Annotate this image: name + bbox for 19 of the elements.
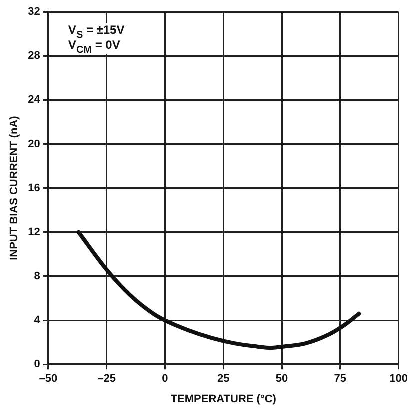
y-tick-label: 24: [28, 94, 42, 106]
x-tick-label: 25: [218, 373, 230, 386]
y-tick-label: 12: [28, 226, 40, 238]
x-tick-label: 100: [390, 373, 408, 386]
x-tick-label: 0: [162, 373, 168, 386]
y-tick-label: 32: [28, 6, 40, 18]
y-tick-label: 8: [34, 270, 40, 282]
x-tick-label: –50: [39, 373, 58, 386]
y-tick-label: 20: [28, 138, 40, 150]
y-tick-label: 4: [34, 314, 42, 327]
x-axis-title: TEMPERATURE (°C): [170, 393, 277, 406]
x-tick-label: 75: [334, 373, 347, 386]
x-tick-label: –25: [98, 373, 116, 386]
y-axis-title: INPUT BIAS CURRENT (nA): [8, 116, 21, 260]
y-tick-label: 28: [28, 50, 40, 62]
y-tick-label: 16: [28, 182, 40, 194]
line-series: [76, 230, 362, 350]
x-tick-label: 50: [276, 373, 288, 386]
y-tick-label: 0: [34, 358, 40, 371]
